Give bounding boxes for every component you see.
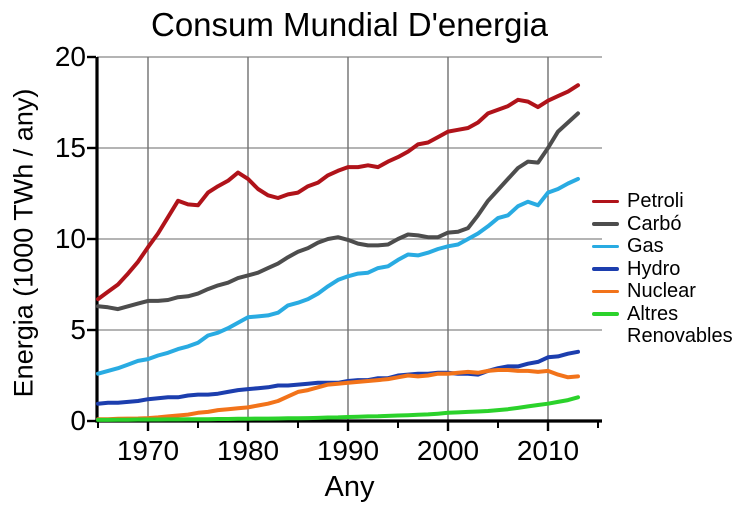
legend-label: Altres Renovables: [627, 302, 733, 348]
series-line-hydro: [96, 349, 580, 406]
y-tick-label-20: 20: [54, 41, 86, 72]
series-line-petroli: [96, 83, 580, 302]
legend-item-gas: Gas: [592, 235, 738, 258]
legend-label: Hydro: [627, 257, 681, 280]
legend-item-carbó: Carbó: [592, 213, 738, 236]
legend: Petroli Carbó Gas Hydro Nuclear Altres Renova…: [592, 190, 738, 348]
legend-swatch-hydro: [592, 267, 619, 271]
x-tick-label-2000: 2000: [416, 435, 480, 466]
x-tick-label-1990: 1990: [316, 435, 380, 466]
legend-label: Petroli: [627, 190, 684, 212]
legend-item-altres-renovables: Altres Renovables: [592, 303, 738, 348]
legend-item-hydro: Hydro: [592, 258, 738, 281]
series-line-gas: [96, 176, 580, 376]
y-tick-label-15: 15: [54, 132, 86, 163]
legend-label: Gas: [627, 235, 664, 257]
x-axis-label: Any: [324, 471, 375, 503]
legend-label: Nuclear: [627, 280, 696, 302]
legend-swatch-carbó: [592, 222, 619, 226]
legend-swatch-altres-renovables: [592, 312, 619, 316]
legend-item-nuclear: Nuclear: [592, 280, 738, 303]
y-tick-label-0: 0: [70, 405, 86, 436]
y-tick-label-5: 5: [70, 314, 86, 345]
chart-title: Consum Mundial D'energia: [151, 6, 548, 43]
legend-swatch-petroli: [592, 199, 619, 203]
legend-swatch-nuclear: [592, 289, 619, 293]
legend-item-petroli: Petroli: [592, 190, 738, 213]
legend-label: Carbó: [627, 212, 682, 235]
y-tick-label-10: 10: [54, 223, 86, 254]
x-tick-label-2010: 2010: [516, 435, 580, 466]
series-line-altres-renovables: [96, 395, 580, 422]
x-tick-label-1980: 1980: [216, 435, 280, 466]
x-tick-label-1970: 1970: [116, 435, 180, 466]
legend-swatch-gas: [592, 244, 619, 248]
series-line-carbó: [96, 111, 580, 312]
series-line-nuclear: [96, 368, 580, 422]
